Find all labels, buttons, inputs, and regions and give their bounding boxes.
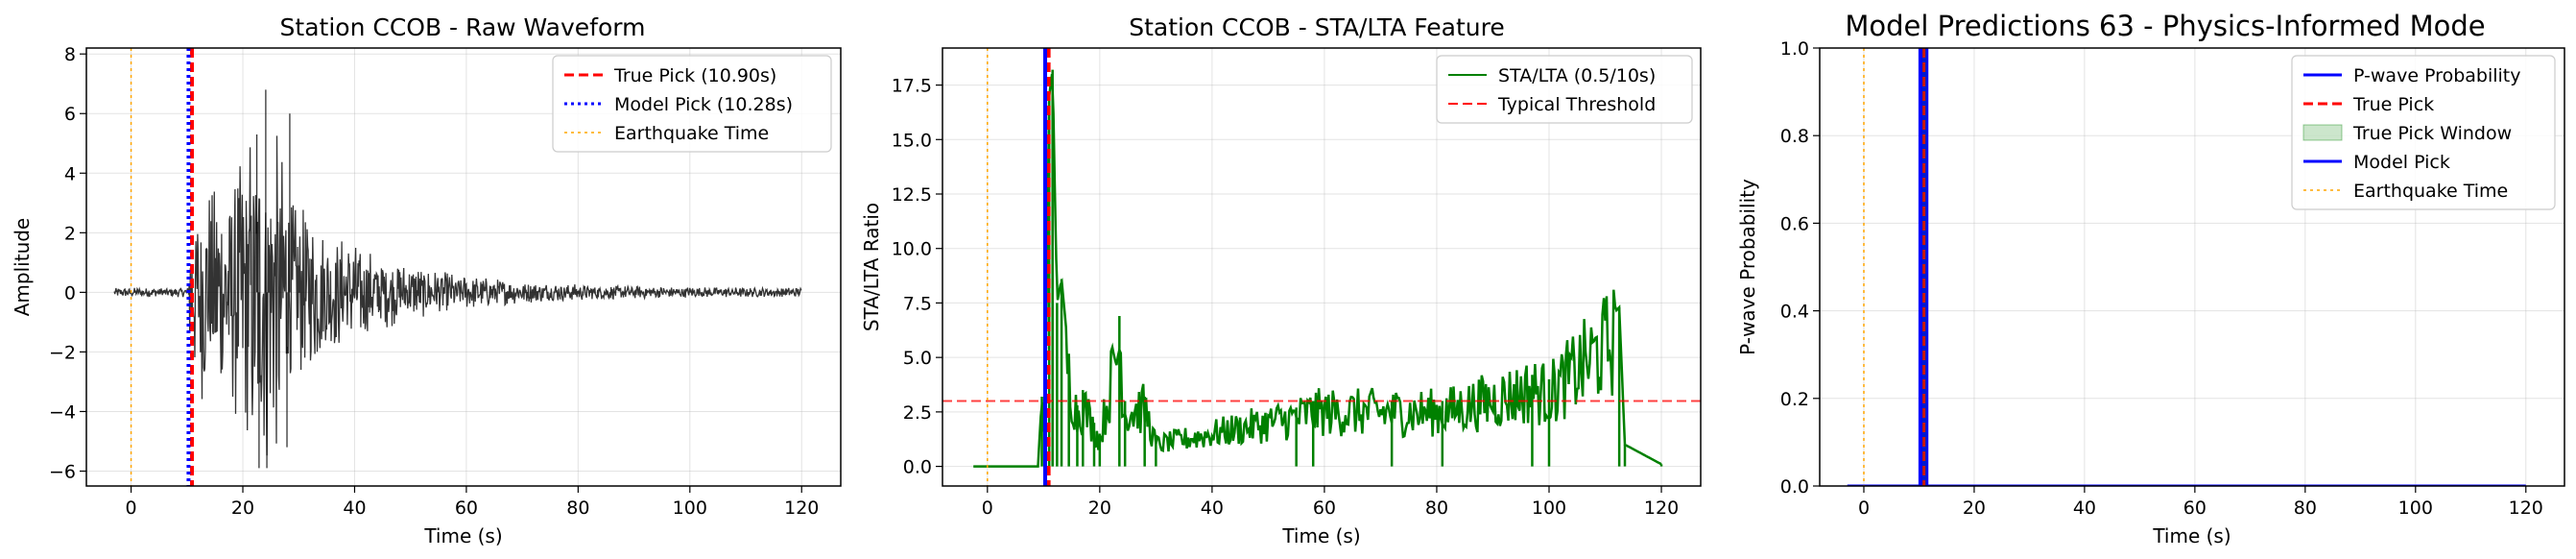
x-tick-label: 0: [982, 498, 993, 519]
chart-title: Station CCOB - STA/LTA Feature: [1129, 13, 1505, 41]
y-tick-label: 0.2: [1780, 389, 1809, 410]
x-tick-label: 120: [784, 498, 819, 519]
chart-title: Model Predictions 63 - Physics-Informed …: [1845, 10, 2485, 42]
chart-title: Station CCOB - Raw Waveform: [280, 13, 646, 41]
legend-box: [2291, 55, 2556, 210]
x-axis-label: Time (s): [1281, 524, 1360, 547]
x-tick-label: 40: [2073, 498, 2096, 519]
y-tick-label: 2.5: [903, 402, 932, 424]
y-tick-label: 15.0: [892, 130, 932, 151]
x-tick-label: 0: [1858, 498, 1870, 519]
plot-marks: [942, 48, 1701, 486]
legend: STA/LTA (0.5/10s) Typical Threshold: [1436, 55, 1693, 124]
legend-label: True Pick Window: [2352, 123, 2512, 144]
axes-frame: [1819, 47, 2565, 487]
y-tick-label: 8: [64, 44, 76, 65]
axes-frame: [942, 47, 1702, 487]
x-tick-label: 80: [566, 498, 589, 519]
x-axis-label: Time (s): [2152, 524, 2230, 547]
y-tick-label: −6: [49, 461, 76, 482]
tick-marks: 0 20 40 60 80 100 120 −6 −4 −2 0 2 4 6 8: [49, 44, 819, 519]
y-tick-label: 2: [64, 223, 76, 244]
legend-label: True Pick: [2352, 94, 2434, 115]
plot-marks: [113, 48, 802, 486]
tick-marks: 0 20 40 60 80 100 120 0.0 0.2 0.4 0.6 0.8 1.0: [1780, 38, 2543, 519]
sta-lta-line: [973, 74, 1662, 468]
x-tick-label: 20: [1088, 498, 1111, 519]
axes-frame: [85, 47, 842, 487]
y-tick-label: 7.5: [903, 293, 932, 314]
legend-label: Model Pick (10.28s): [614, 94, 793, 115]
legend-label: P-wave Probability: [2353, 65, 2521, 86]
legend: True Pick (10.90s) Model Pick (10.28s) Ear…: [552, 55, 832, 153]
waveform-line: [113, 135, 802, 456]
plot-marks: [1847, 48, 2526, 486]
y-tick-label: −2: [49, 342, 76, 363]
legend-label: STA/LTA (0.5/10s): [1498, 65, 1656, 86]
legend-box: [1436, 55, 1693, 124]
y-tick-label: 0.8: [1780, 126, 1809, 147]
y-tick-label: 12.5: [892, 184, 932, 206]
y-tick-label: 0.0: [903, 457, 932, 478]
y-tick-label: 0.4: [1780, 302, 1809, 323]
x-tick-label: 60: [1313, 498, 1336, 519]
panel-sta-lta: Station CCOB - STA/LTA Feature 0 20 40 60 80…: [860, 13, 1702, 547]
legend-label: Earthquake Time: [614, 123, 769, 144]
true-pick-window: [1920, 48, 1927, 486]
y-tick-label: −4: [49, 401, 76, 423]
x-tick-label: 40: [1201, 498, 1224, 519]
legend: P-wave Probability True Pick True Pick Win…: [2291, 55, 2556, 210]
x-tick-label: 20: [1963, 498, 1986, 519]
x-tick-label: 60: [2183, 498, 2206, 519]
legend-label: Model Pick: [2353, 152, 2450, 173]
y-tick-label: 0.0: [1780, 476, 1809, 498]
y-tick-label: 10.0: [892, 239, 932, 260]
y-axis-label: Amplitude: [11, 218, 34, 317]
x-tick-label: 120: [2509, 498, 2543, 519]
x-axis-label: Time (s): [423, 524, 502, 547]
x-tick-label: 0: [126, 498, 137, 519]
legend-box: [552, 55, 832, 153]
x-tick-label: 20: [231, 498, 254, 519]
panel-raw-waveform: Station CCOB - Raw Waveform 0 20 40 60 80 100…: [11, 13, 842, 547]
x-tick-label: 120: [1644, 498, 1679, 519]
x-tick-label: 80: [1425, 498, 1448, 519]
x-tick-label: 80: [2294, 498, 2317, 519]
y-tick-label: 4: [64, 163, 76, 184]
y-tick-label: 5.0: [903, 348, 932, 369]
y-tick-label: 17.5: [892, 76, 932, 97]
y-axis-label: STA/LTA Ratio: [860, 203, 883, 331]
tick-marks: 0 20 40 60 80 100 120 0.0 2.5 5.0 7.5 10.0 12.5 15.0 1…: [892, 76, 1679, 519]
x-tick-label: 100: [2398, 498, 2433, 519]
x-tick-label: 100: [1532, 498, 1566, 519]
x-tick-label: 40: [343, 498, 366, 519]
legend-label: True Pick (10.90s): [613, 65, 776, 86]
legend-swatch: [2302, 124, 2343, 141]
x-tick-label: 100: [673, 498, 707, 519]
y-axis-label: P-wave Probability: [1736, 179, 1759, 355]
y-tick-label: 1.0: [1780, 38, 1809, 60]
y-tick-label: 0: [64, 282, 76, 304]
panel-model-predictions: Model Predictions 63 - Physics-Informed …: [1736, 10, 2565, 547]
legend-label: Earthquake Time: [2353, 181, 2508, 202]
x-tick-label: 60: [455, 498, 478, 519]
legend-label: Typical Threshold: [1497, 94, 1656, 115]
y-tick-label: 6: [64, 104, 76, 125]
y-tick-label: 0.6: [1780, 213, 1809, 234]
